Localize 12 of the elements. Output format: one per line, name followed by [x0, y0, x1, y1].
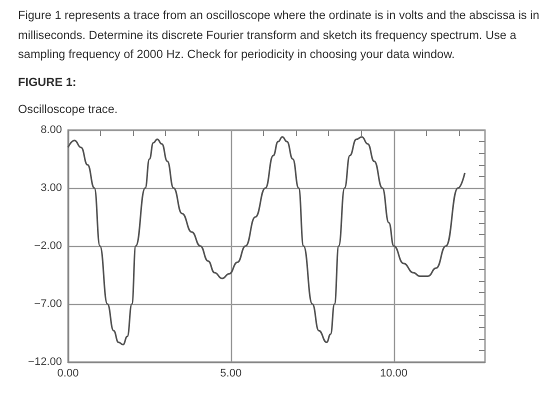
x-tick-label: 5.00	[220, 368, 242, 380]
x-tick-label: 10.00	[380, 368, 408, 380]
y-tick-label: 8.00	[40, 124, 62, 136]
y-tick-label: −7.00	[34, 298, 62, 310]
chart-title: FIGURE 1:	[18, 74, 78, 90]
line-series	[67, 136, 466, 346]
y-tick-label: −12.00	[28, 356, 62, 368]
x-tick-label: 0.00	[57, 368, 79, 380]
caption: Figure 1 represents a trace from an oscilloscope where the ordinate is in volts and the abscissa is in milliseconds. Determine its discrete Fourier transform and sketch its frequency spectrum. Use a sampling frequency of 2000 Hz. Check for periodicity in choosing your data window.	[18, 7, 540, 63]
chart-subtitle: Oscilloscope trace.	[18, 101, 119, 118]
y-tick-label: −2.00	[34, 240, 62, 252]
y-tick-label: 3.00	[40, 182, 62, 194]
